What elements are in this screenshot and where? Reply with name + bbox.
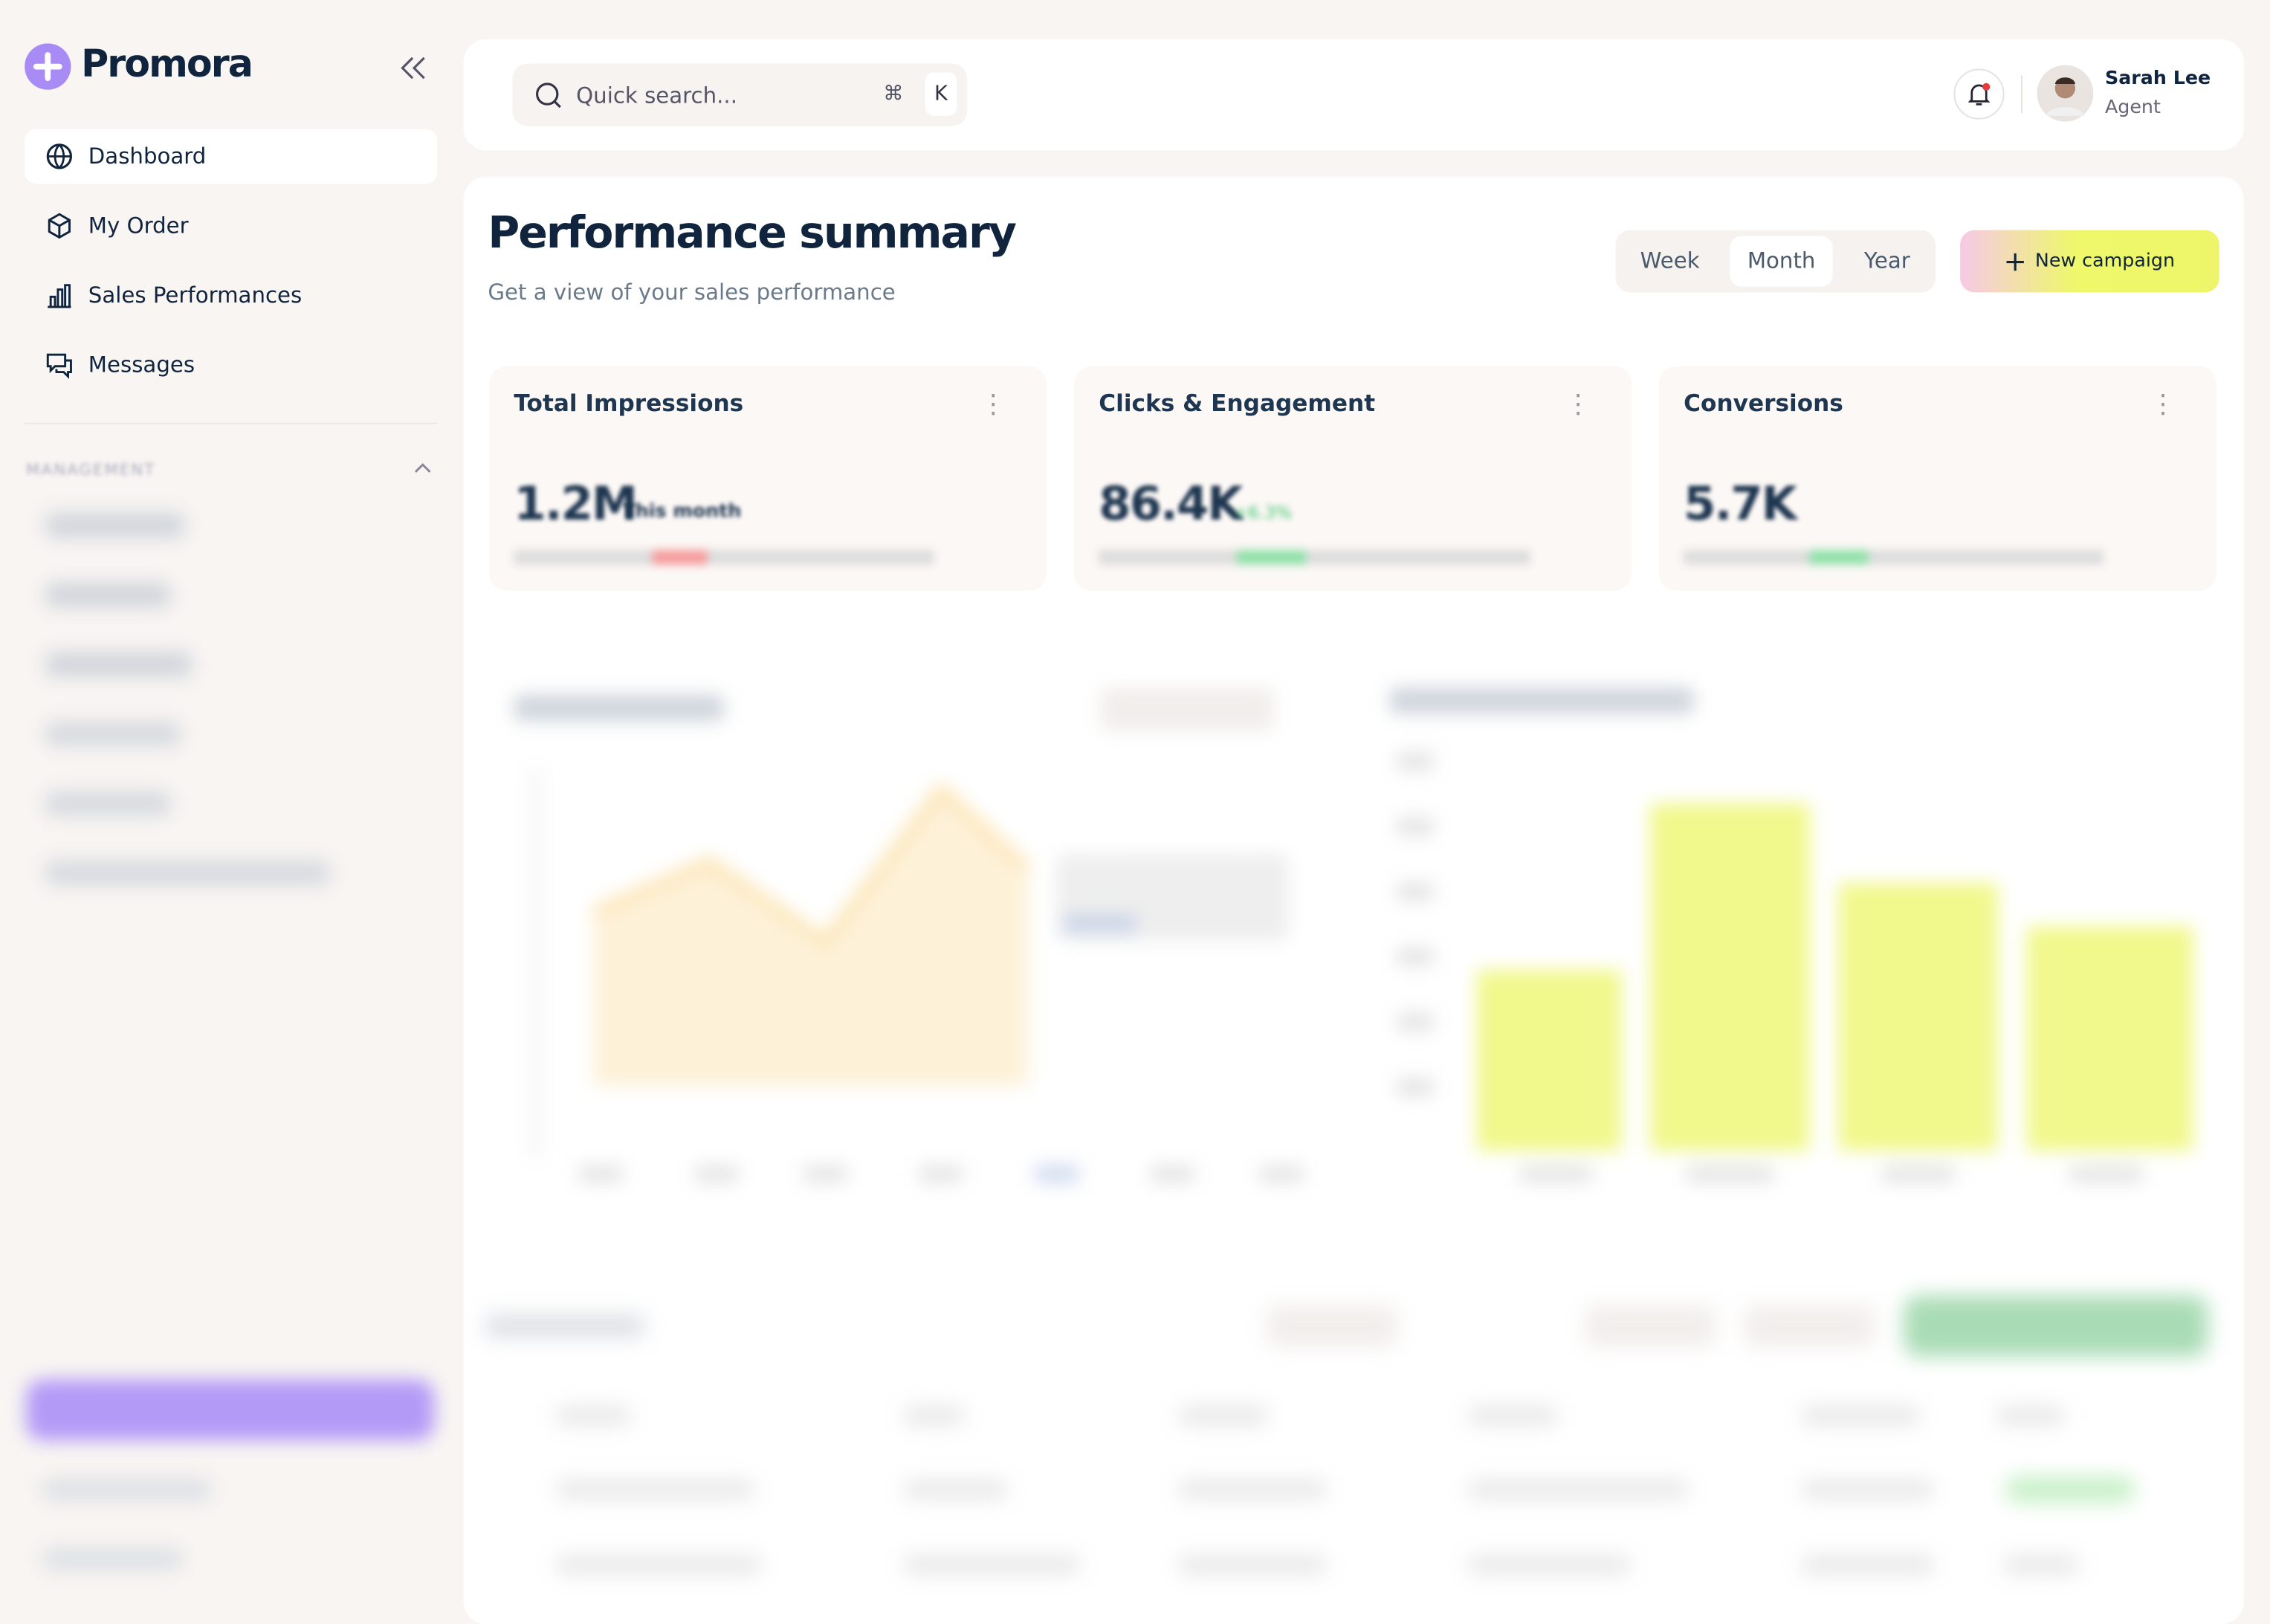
period-option[interactable]: Month <box>1730 236 1833 287</box>
page-subtitle: Get a view of your sales performance <box>488 279 896 305</box>
nav-item[interactable]: My Order <box>25 198 437 253</box>
card-note: +6.3% <box>1233 502 1293 523</box>
blurred-nav <box>46 514 184 537</box>
icon <box>48 284 71 308</box>
blurred-nav <box>46 792 169 815</box>
metric-card: Total Impressions ⋮ 1.2M This month <box>489 366 1047 591</box>
blurred-nav <box>46 583 169 607</box>
blurred-line-chart <box>514 688 1303 1183</box>
icon <box>46 143 72 169</box>
divider <box>2020 75 2022 113</box>
period-option[interactable]: Year <box>1863 248 1910 274</box>
nav-label: Dashboard <box>88 143 207 169</box>
brand-name: Promora <box>81 43 253 87</box>
brand-logo <box>25 43 71 90</box>
shortcut-key: K <box>925 72 957 116</box>
notification-button[interactable] <box>1953 68 2005 120</box>
user-role: Agent <box>2104 97 2161 119</box>
section-toggle[interactable] <box>413 460 433 474</box>
card-note: This month <box>622 500 742 523</box>
metric-card: Conversions ⋮ 5.7K <box>1659 366 2216 591</box>
card-menu[interactable]: ⋮ <box>980 389 1006 420</box>
blurred-button <box>26 1379 435 1440</box>
new-campaign-button[interactable]: New campaign <box>1960 230 2219 293</box>
blurred-link <box>43 1549 181 1570</box>
card-title: Conversions <box>1684 389 1843 417</box>
blurred-nav <box>46 653 192 676</box>
metric-card: Clicks & Engagement ⋮ 86.4K +6.3% <box>1074 366 1632 591</box>
blurred-caption <box>514 550 934 565</box>
button-label: New campaign <box>2034 250 2176 273</box>
plus-icon <box>2005 252 2024 271</box>
search-box[interactable]: Quick search... ⌘ K <box>512 63 968 126</box>
collapse-button[interactable] <box>400 55 429 81</box>
blurred-caption <box>1099 550 1530 565</box>
card-menu[interactable]: ⋮ <box>1565 389 1591 420</box>
search-placeholder: Quick search... <box>576 83 738 109</box>
card-value: 5.7K <box>1684 476 1797 531</box>
blurred-bar-chart <box>1389 688 2193 1183</box>
divider <box>25 422 438 424</box>
avatar[interactable] <box>2037 65 2094 122</box>
icon <box>46 353 72 379</box>
blurred-nav <box>46 722 180 746</box>
section-label: MANAGEMENT <box>26 460 156 479</box>
card-value: 1.2M <box>514 476 638 531</box>
blurred-table <box>485 1295 2208 1574</box>
nav-item[interactable]: Dashboard <box>25 129 438 184</box>
nav-label: My Order <box>88 213 189 239</box>
search-icon <box>536 83 561 109</box>
icon <box>48 213 71 239</box>
card-value: 86.4K <box>1099 476 1243 531</box>
period-option[interactable]: Week <box>1640 248 1700 274</box>
nav-item[interactable]: Messages <box>25 337 437 392</box>
blurred-link <box>43 1479 210 1500</box>
blurred-caption <box>1684 550 2104 565</box>
page-title: Performance summary <box>488 208 1017 259</box>
card-title: Total Impressions <box>514 389 744 417</box>
nav-label: Messages <box>88 352 195 378</box>
nav-item[interactable]: Sales Performances <box>25 268 437 323</box>
user-name: Sarah Lee <box>2104 68 2211 90</box>
card-title: Clicks & Engagement <box>1099 389 1376 417</box>
card-menu[interactable]: ⋮ <box>2150 389 2176 420</box>
blurred-nav <box>46 861 329 885</box>
shortcut-key: ⌘ <box>883 83 904 106</box>
nav-label: Sales Performances <box>88 282 303 308</box>
